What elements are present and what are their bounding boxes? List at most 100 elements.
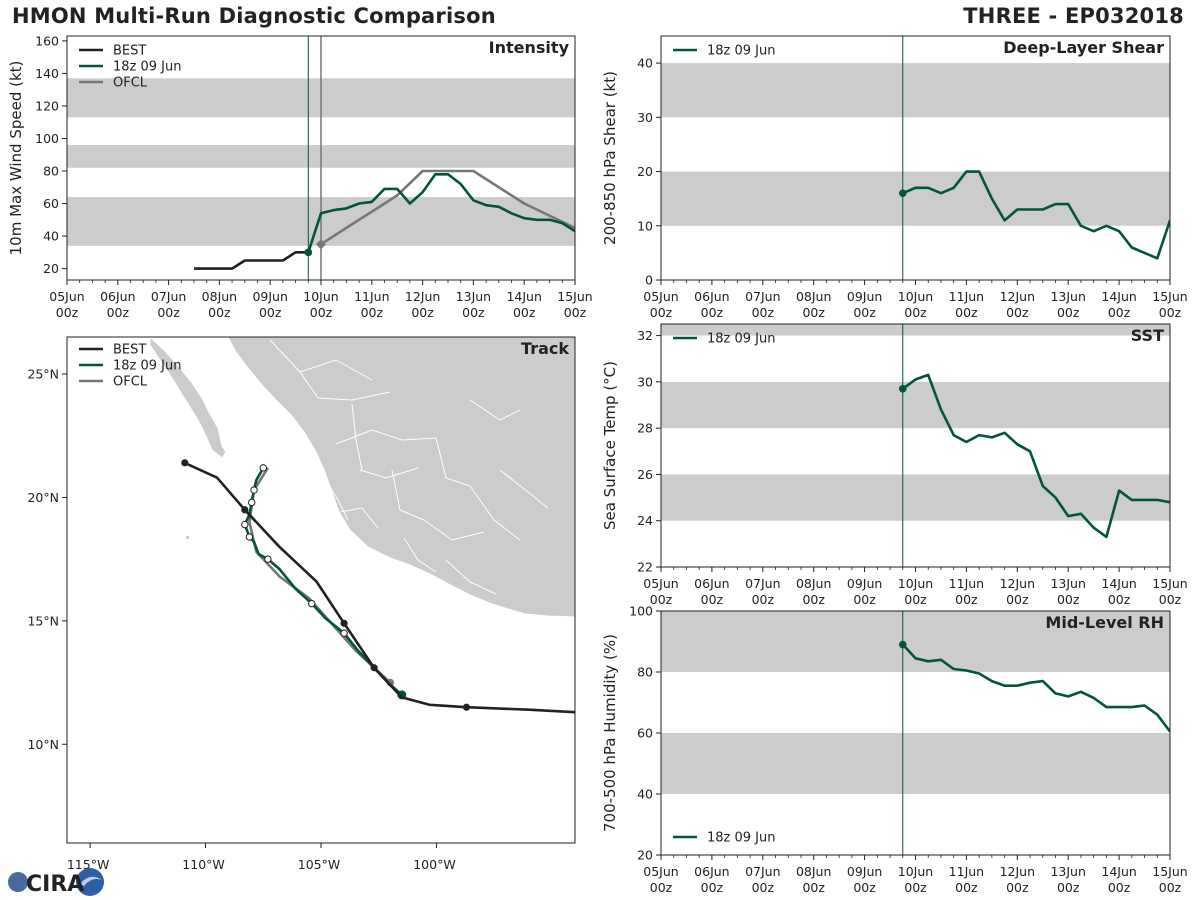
- shear-init-point: [898, 189, 907, 198]
- rh-xtick-label: 08Jun: [796, 864, 831, 879]
- best-track-point: [181, 459, 189, 467]
- sst-xtick-sublabel: 00z: [752, 592, 775, 607]
- sst-band-1: [661, 381, 1170, 429]
- intensity-panel: 05Jun00z06Jun00z07Jun00z08Jun00z09Jun00z…: [7, 33, 593, 320]
- sst-xtick-label: 09Jun: [847, 576, 882, 591]
- intensity-xtick-sublabel: 00z: [310, 305, 333, 320]
- intensity-ytick-label: 120: [35, 98, 59, 113]
- rh-frame: [660, 610, 1171, 856]
- shear-ytick-label: 10: [637, 218, 653, 233]
- rh-band-0: [661, 733, 1170, 794]
- shear-xtick-sublabel: 00z: [853, 305, 876, 320]
- shear-xtick-sublabel: 00z: [1006, 305, 1029, 320]
- intensity-xtick-label: 09Jun: [252, 289, 287, 304]
- intensity-ytick-label: 160: [35, 33, 59, 48]
- sst-band-2: [661, 324, 1170, 336]
- globe-icon: [8, 872, 28, 892]
- intensity-xtick-label: 15Jun: [557, 289, 592, 304]
- shear-frame: [660, 35, 1171, 281]
- shear-ytick-label: 40: [637, 56, 653, 71]
- sst-ytick-label: 32: [637, 328, 653, 343]
- sst-series-18z-09-jun: [902, 373, 1170, 539]
- rh-series-18z-09-jun: [901, 643, 1170, 733]
- shear-band-0: [661, 171, 1170, 226]
- shear-legend-label: 18z 09 Jun: [707, 44, 776, 59]
- state-border: [445, 559, 497, 595]
- sst-xtick-label: 10Jun: [898, 576, 933, 591]
- sst-panel: 05Jun00z06Jun00z07Jun00z08Jun00z09Jun00z…: [601, 323, 1188, 607]
- sst-ytick-label: 28: [637, 421, 653, 436]
- track-ytick-label: 15°N: [27, 613, 59, 628]
- rh-panel: 05Jun00z06Jun00z07Jun00z08Jun00z09Jun00z…: [601, 604, 1188, 896]
- rh-xtick-sublabel: 00z: [1159, 880, 1182, 895]
- state-border: [435, 437, 471, 487]
- track-legend-label: 18z 09 Jun: [113, 359, 182, 374]
- track-frame: [66, 336, 576, 844]
- intensity-ytick-label: 100: [35, 131, 59, 146]
- intensity-xtick-sublabel: 00z: [513, 305, 536, 320]
- rh-xtick-sublabel: 00z: [752, 880, 775, 895]
- sst-title: SST: [1131, 326, 1164, 345]
- model-track-point: [250, 486, 258, 494]
- sst-xtick-label: 05Jun: [643, 576, 678, 591]
- rh-xtick-sublabel: 00z: [1108, 880, 1131, 895]
- intensity-frame: [66, 35, 576, 281]
- rh-xtick-label: 14Jun: [1101, 864, 1136, 879]
- model-track-point: [259, 464, 267, 472]
- rh-xtick-label: 11Jun: [949, 864, 984, 879]
- intensity-xtick-label: 12Jun: [405, 289, 440, 304]
- shear-xtick-sublabel: 00z: [1057, 305, 1080, 320]
- mexico-mainland: [227, 337, 575, 618]
- rh-xtick-label: 06Jun: [694, 864, 729, 879]
- rh-band-1: [661, 611, 1170, 672]
- intensity-init-point: [304, 248, 313, 257]
- track-line-best: [184, 461, 575, 714]
- shear-band-1: [661, 63, 1170, 118]
- shear-xtick-sublabel: 00z: [1159, 305, 1182, 320]
- baja-california: [149, 337, 227, 459]
- sst-xtick-sublabel: 00z: [1159, 592, 1182, 607]
- rh-xtick-label: 09Jun: [847, 864, 882, 879]
- best-track-point: [462, 703, 471, 711]
- sst-xtick-label: 07Jun: [745, 576, 780, 591]
- intensity-legend-label: BEST: [113, 44, 146, 59]
- state-border: [469, 485, 521, 541]
- sst-xtick-label: 06Jun: [694, 576, 729, 591]
- sst-xtick-label: 08Jun: [796, 576, 831, 591]
- state-border: [391, 469, 425, 521]
- track-xtick-label: 105°W: [298, 857, 340, 872]
- intensity-xtick-sublabel: 00z: [208, 305, 231, 320]
- sst-ytick-label: 24: [637, 513, 653, 528]
- shear-title: Deep-Layer Shear: [1003, 38, 1164, 57]
- shear-xtick-sublabel: 00z: [1108, 305, 1131, 320]
- intensity-series-best: [194, 251, 309, 270]
- intensity-legend-label: 18z 09 Jun: [113, 60, 182, 75]
- sst-xtick-label: 15Jun: [1152, 576, 1187, 591]
- track-xtick-label: 100°W: [413, 857, 455, 872]
- shear-ytick-label: 20: [637, 164, 653, 179]
- shear-xtick-label: 10Jun: [898, 289, 933, 304]
- intensity-xtick-sublabel: 00z: [564, 305, 587, 320]
- intensity-ytick-label: 140: [35, 66, 59, 81]
- rh-xtick-label: 12Jun: [1000, 864, 1035, 879]
- shear-xtick-sublabel: 00z: [802, 305, 825, 320]
- sst-xtick-label: 11Jun: [949, 576, 984, 591]
- sst-xtick-label: 12Jun: [1000, 576, 1035, 591]
- shear-xtick-label: 06Jun: [694, 289, 729, 304]
- intensity-xtick-label: 10Jun: [303, 289, 338, 304]
- state-border: [317, 391, 391, 401]
- shear-xtick-sublabel: 00z: [701, 305, 724, 320]
- intensity-series-18z-09-jun: [307, 173, 575, 253]
- intensity-ytick-label: 60: [43, 196, 59, 211]
- intensity-ofcl-start-marker: [316, 239, 326, 250]
- best-track-point: [370, 664, 378, 672]
- shear-xtick-sublabel: 00z: [904, 305, 927, 320]
- rh-xtick-sublabel: 00z: [1006, 880, 1029, 895]
- sst-legend-label: 18z 09 Jun: [707, 332, 776, 347]
- map-layer: [67, 337, 575, 843]
- rh-xtick-sublabel: 00z: [904, 880, 927, 895]
- intensity-legend-label: OFCL: [113, 76, 148, 91]
- rh-ytick-label: 60: [637, 726, 653, 741]
- shear-xtick-label: 08Jun: [796, 289, 831, 304]
- state-border: [423, 519, 485, 541]
